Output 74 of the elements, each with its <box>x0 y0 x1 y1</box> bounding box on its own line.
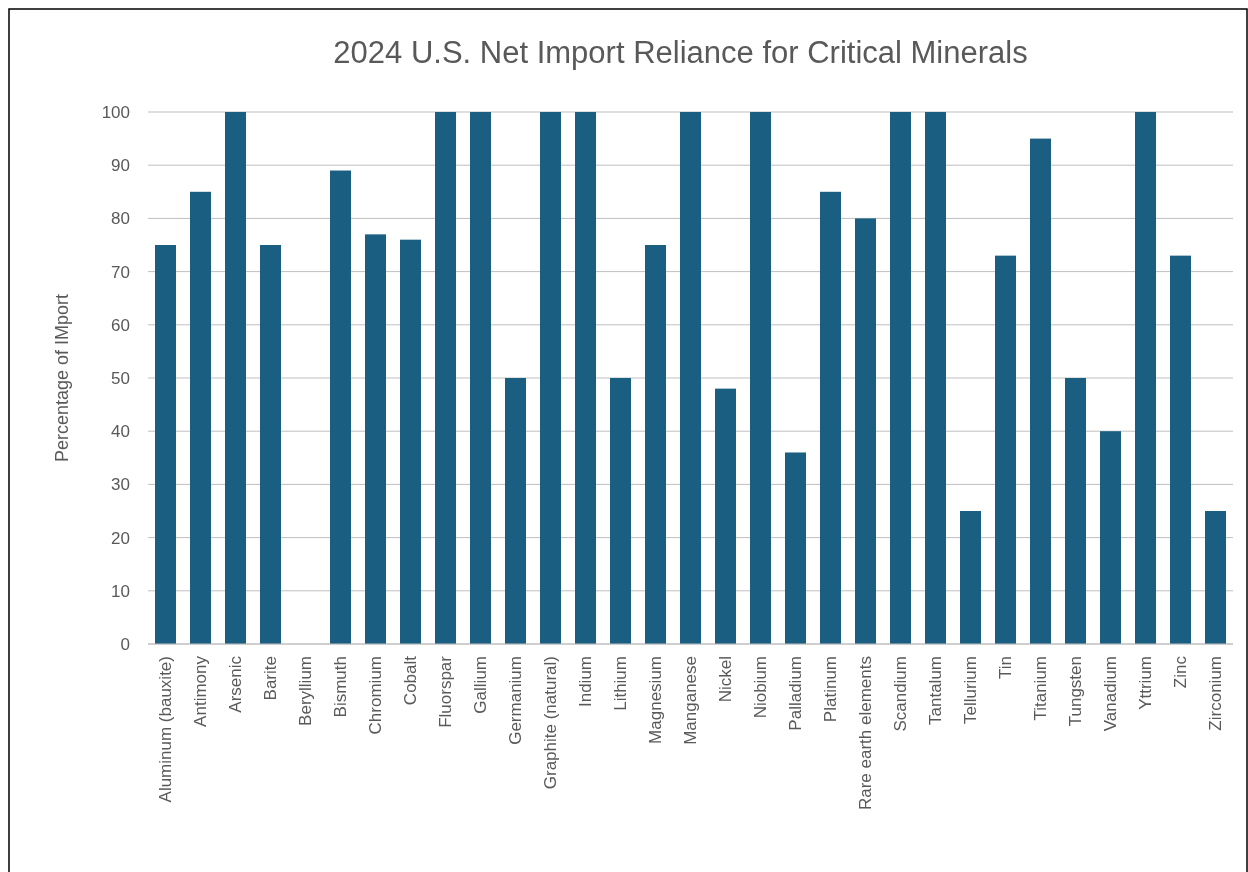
x-tick-label: Germanium <box>506 656 526 745</box>
x-tick-label: Manganese <box>681 656 701 745</box>
x-tick-label: Niobium <box>751 656 771 719</box>
y-tick-label: 30 <box>111 475 130 495</box>
bar <box>540 112 561 644</box>
bar <box>680 112 701 644</box>
bar <box>1205 511 1226 644</box>
bar <box>225 112 246 644</box>
bar <box>435 112 456 644</box>
x-tick-label: Platinum <box>821 656 841 723</box>
x-tick-label: Bismuth <box>331 656 351 718</box>
x-tick-label: Graphite (natural) <box>541 656 561 790</box>
bar <box>1100 431 1121 644</box>
bar <box>715 388 736 644</box>
x-tick-label: Yttrium <box>1136 656 1156 710</box>
x-tick-label: Tin <box>996 656 1016 679</box>
bar <box>155 245 176 644</box>
y-tick-label: 70 <box>111 262 130 282</box>
bar <box>960 511 981 644</box>
y-tick-label: 80 <box>111 209 130 229</box>
bar <box>890 112 911 644</box>
bar <box>1170 255 1191 644</box>
chart-title: 2024 U.S. Net Import Reliance for Critical Minerals <box>333 35 1028 70</box>
x-tick-label: Palladium <box>786 656 806 731</box>
y-tick-label: 40 <box>111 422 130 442</box>
bar <box>260 245 281 644</box>
bar <box>610 378 631 644</box>
bar <box>505 378 526 644</box>
x-tick-label: Fluorspar <box>436 655 456 728</box>
bar <box>785 452 806 644</box>
x-tick-label: Nickel <box>716 656 736 703</box>
y-tick-label: 60 <box>111 315 130 335</box>
y-tick-label: 20 <box>111 528 130 548</box>
x-tick-label: Titanium <box>1031 656 1051 721</box>
bar <box>400 239 421 644</box>
bar <box>1065 378 1086 644</box>
y-tick-label: 90 <box>111 156 130 176</box>
x-tick-label: Aluminum (bauxite) <box>156 656 176 803</box>
bar <box>190 191 211 644</box>
bar <box>1135 112 1156 644</box>
y-tick-label: 10 <box>111 581 130 601</box>
x-tick-label: Indium <box>576 656 596 708</box>
x-tick-label: Beryllium <box>296 656 316 726</box>
x-tick-label: Tungsten <box>1066 656 1086 727</box>
x-tick-label: Lithium <box>611 656 631 711</box>
x-tick-label: Barite <box>261 656 281 701</box>
bar <box>575 112 596 644</box>
x-tick-label: Tellurium <box>961 656 981 725</box>
x-tick-label: Chromium <box>366 656 386 735</box>
bar <box>855 218 876 644</box>
bar <box>1030 138 1051 644</box>
x-tick-label: Antimony <box>191 655 211 727</box>
x-tick-label: Scandium <box>891 656 911 732</box>
x-tick-label: Cobalt <box>401 655 421 706</box>
x-tick-label: Vanadium <box>1101 656 1121 732</box>
x-tick-label: Gallium <box>471 656 491 714</box>
bar <box>925 112 946 644</box>
bar <box>995 255 1016 644</box>
bar <box>750 112 771 644</box>
bar <box>645 245 666 644</box>
y-tick-label: 50 <box>111 368 130 388</box>
bar <box>470 112 491 644</box>
y-tick-label: 0 <box>120 634 130 654</box>
bar <box>365 234 386 644</box>
x-tick-label: Tantalum <box>926 656 946 725</box>
y-tick-label: 100 <box>101 102 130 122</box>
bar <box>820 191 841 644</box>
x-tick-label: Magnesium <box>646 656 666 744</box>
x-tick-label: Zinc <box>1171 655 1191 689</box>
x-tick-label: Zirconium <box>1206 656 1226 731</box>
x-tick-label: Arsenic <box>226 655 246 713</box>
bar <box>330 170 351 644</box>
x-tick-label: Rare earth elements <box>856 656 876 811</box>
y-axis-title: Percentage of IMport <box>52 293 72 463</box>
